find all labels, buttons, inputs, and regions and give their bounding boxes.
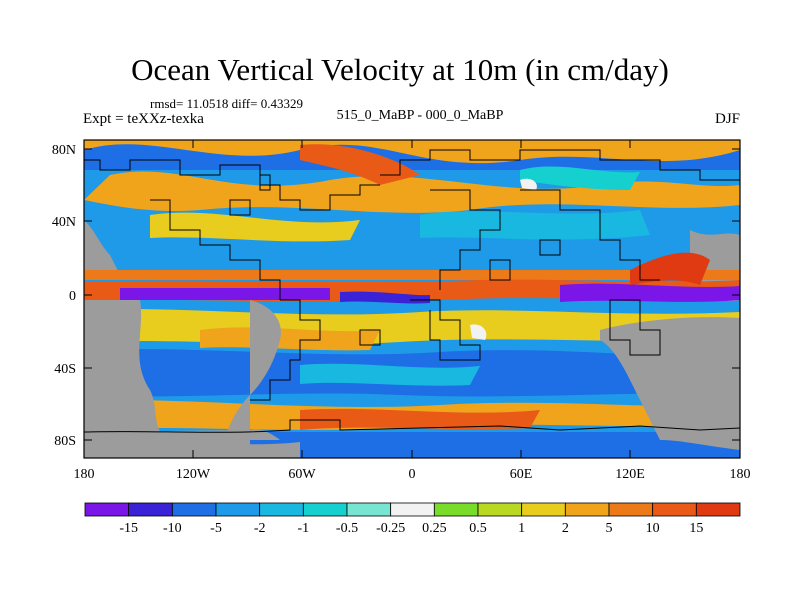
colorbar-label: -0.5 xyxy=(336,521,358,536)
colorbar-label: 5 xyxy=(606,521,613,536)
colorbar-swatch xyxy=(652,502,697,517)
colorbar-label: 0.25 xyxy=(422,521,447,536)
experiment-label: Expt = teXXz-texka xyxy=(83,111,204,127)
colorbar-swatch xyxy=(564,502,610,517)
lon-label-60w: 60W xyxy=(288,467,316,482)
lon-label-120e: 120E xyxy=(615,467,645,482)
subtitle-label: 515_0_MaBP - 000_0_MaBP xyxy=(336,108,504,123)
lat-label-0: 0 xyxy=(69,289,76,304)
colorbar-label: 2 xyxy=(562,521,569,536)
colorbar-swatch xyxy=(390,502,435,517)
colorbar-swatch xyxy=(346,502,392,517)
colorbar-swatch xyxy=(215,502,261,517)
colorbar-label: -1 xyxy=(297,521,309,536)
colorbar-label: -10 xyxy=(163,521,182,536)
lon-label-180e: 180 xyxy=(730,467,751,482)
colorbar-label: 10 xyxy=(646,521,660,536)
colorbar-swatch xyxy=(84,502,130,517)
colorbar-swatch xyxy=(302,502,348,517)
lon-label-0: 0 xyxy=(409,467,416,482)
colorbar-swatch xyxy=(128,502,173,517)
colorbar-label: -15 xyxy=(119,521,138,536)
axis-ticks xyxy=(84,140,740,458)
colorbar-swatch xyxy=(608,502,654,517)
colorbar-swatch xyxy=(695,502,741,517)
colorbar-swatch xyxy=(171,502,217,517)
lon-label-60e: 60E xyxy=(510,467,533,482)
lat-label-40s: 40S xyxy=(54,362,76,377)
lat-label-80n: 80N xyxy=(52,143,76,158)
stats-label: rmsd= 11.0518 diff= 0.43329 xyxy=(150,96,303,111)
colorbar-swatch xyxy=(521,502,566,517)
velocity-field xyxy=(84,140,740,458)
lat-label-40n: 40N xyxy=(52,215,76,230)
colorbar-swatch xyxy=(477,502,523,517)
colorbar-swatch xyxy=(433,502,479,517)
colorbar-label: -5 xyxy=(210,521,222,536)
colorbar-label: -2 xyxy=(254,521,266,536)
colorbar-label: 0.5 xyxy=(469,521,487,536)
colorbar-label: 1 xyxy=(518,521,525,536)
lon-label-180w: 180 xyxy=(74,467,95,482)
colorbar-swatch xyxy=(259,502,304,517)
lat-label-80s: 80S xyxy=(54,434,76,449)
season-label: DJF xyxy=(714,111,740,127)
colorbar-label: 15 xyxy=(689,521,703,536)
colorbar-label: -0.25 xyxy=(376,521,405,536)
map-title: Ocean Vertical Velocity at 10m (in cm/da… xyxy=(131,52,669,87)
lon-label-120w: 120W xyxy=(176,467,211,482)
colorbar: -15 -10 -5 -2 -1 -0.5 -0.25 0.25 0.5 1 2 5 10 15 xyxy=(84,502,741,536)
